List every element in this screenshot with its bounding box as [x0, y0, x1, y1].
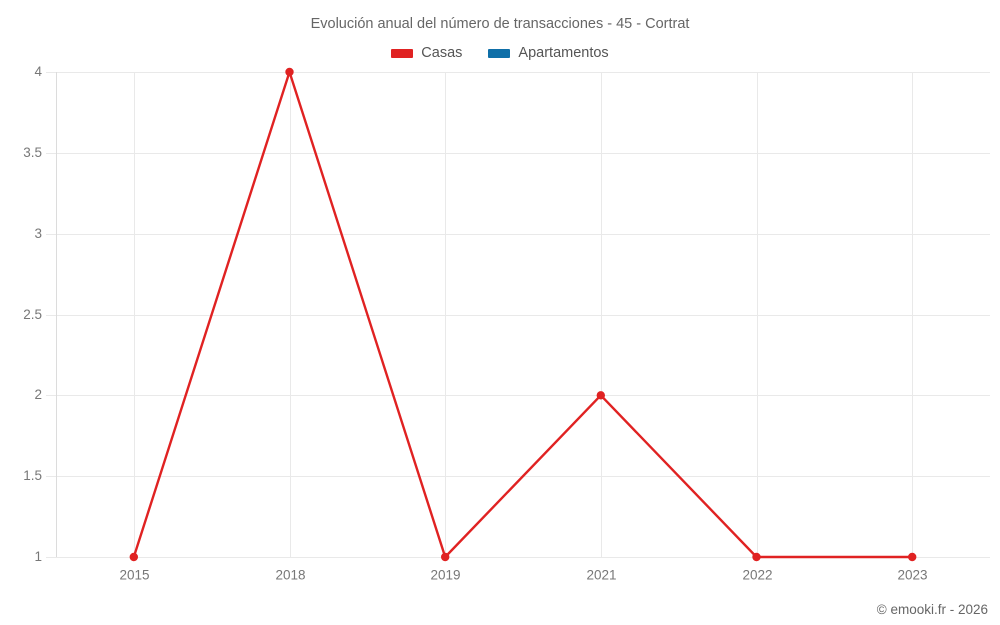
data-point-casas[interactable]	[441, 552, 450, 562]
data-point-casas[interactable]	[752, 552, 761, 562]
legend-item-casas[interactable]: Casas	[391, 45, 462, 61]
legend-swatch-casas	[391, 48, 414, 58]
y-axis-tick-labels: 1 1.5 2 2.5 3 3.5 4	[23, 64, 42, 564]
horizontal-gridlines	[46, 72, 990, 558]
data-point-casas[interactable]	[596, 391, 605, 400]
data-point-casas[interactable]	[285, 67, 294, 77]
legend-label-apartamentos: Apartamentos	[518, 45, 609, 61]
y-tick-label: 1.5	[23, 468, 42, 483]
y-tick-label: 3.5	[23, 145, 42, 160]
chart-title: Evolución anual del número de transaccio…	[310, 16, 690, 32]
x-tick-label: 2021	[586, 568, 616, 583]
y-tick-label: 1	[34, 549, 42, 564]
x-tick-label: 2023	[897, 568, 927, 583]
y-tick-label: 4	[34, 64, 42, 79]
x-tick-label: 2018	[275, 568, 305, 583]
y-tick-label: 3	[34, 226, 42, 241]
x-tick-label: 2015	[119, 568, 149, 583]
chart-legend: Casas Apartamentos	[0, 45, 1000, 61]
y-tick-label: 2	[34, 387, 42, 402]
data-point-casas[interactable]	[129, 552, 138, 562]
x-tick-label: 2019	[430, 568, 460, 583]
y-tick-label: 2.5	[23, 307, 42, 322]
data-series-layer	[129, 67, 917, 562]
legend-swatch-apartamentos	[488, 48, 511, 58]
footer-credit: © emooki.fr - 2026	[876, 602, 988, 617]
legend-label-casas: Casas	[421, 45, 463, 61]
legend-item-apartamentos[interactable]: Apartamentos	[488, 45, 609, 61]
x-axis-tick-labels: 2015 2018 2019 2021 2022 2023	[119, 568, 927, 583]
series-line-casas	[132, 70, 914, 559]
x-tick-label: 2022	[742, 568, 772, 583]
vertical-gridlines	[134, 72, 913, 557]
data-point-casas[interactable]	[908, 552, 917, 562]
